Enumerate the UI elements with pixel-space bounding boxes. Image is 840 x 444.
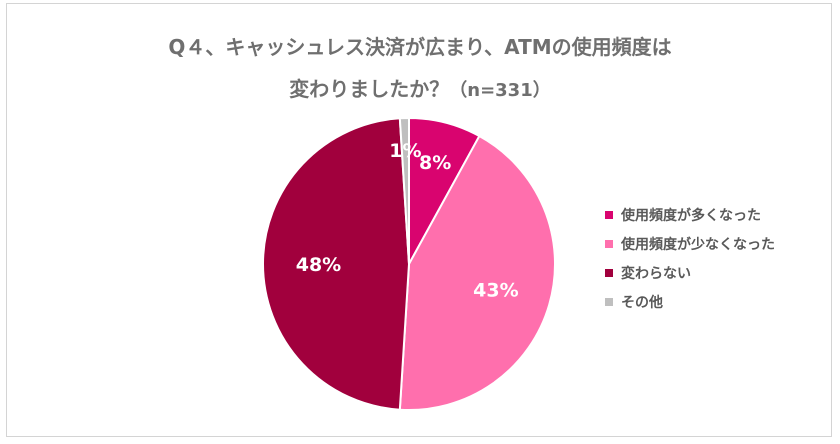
legend-swatch-1 <box>605 239 613 248</box>
legend-swatch-3 <box>605 297 613 306</box>
legend-label-3: その他 <box>621 294 663 311</box>
legend-item-0: 使用頻度が多くなった <box>605 200 825 229</box>
legend-item-1: 使用頻度が少なくなった <box>605 229 825 258</box>
legend-item-2: 変わらない <box>605 258 825 287</box>
pie-slice-3 <box>398 116 410 265</box>
chart-title-sample-size: （n=331） <box>449 80 551 101</box>
pie-label-1: 43% <box>473 279 518 301</box>
legend-label-0: 使用頻度が多くなった <box>621 207 761 224</box>
legend-swatch-2 <box>605 268 613 277</box>
pie-label-3: 1% <box>389 140 421 162</box>
pie-label-0: 8% <box>419 152 451 174</box>
chart-title-line2: 変わりましたか？（n=331） <box>7 76 833 104</box>
chart-title-line1: Q４、キャッシュレス決済が広まり、ATMの使用頻度は <box>168 35 672 59</box>
legend-label-1: 使用頻度が少なくなった <box>621 236 775 253</box>
chart-title-question: 変わりましたか？ <box>289 77 450 101</box>
legend-label-2: 変わらない <box>621 265 691 282</box>
pie-slice-2 <box>261 117 411 411</box>
chart-legend: 使用頻度が多くなった 使用頻度が少なくなった 変わらないその他 <box>605 200 825 316</box>
legend-swatch-0 <box>605 210 613 219</box>
legend-item-3: その他 <box>605 287 825 316</box>
pie-slice-1 <box>398 134 556 411</box>
pie-label-2: 48% <box>296 254 341 276</box>
